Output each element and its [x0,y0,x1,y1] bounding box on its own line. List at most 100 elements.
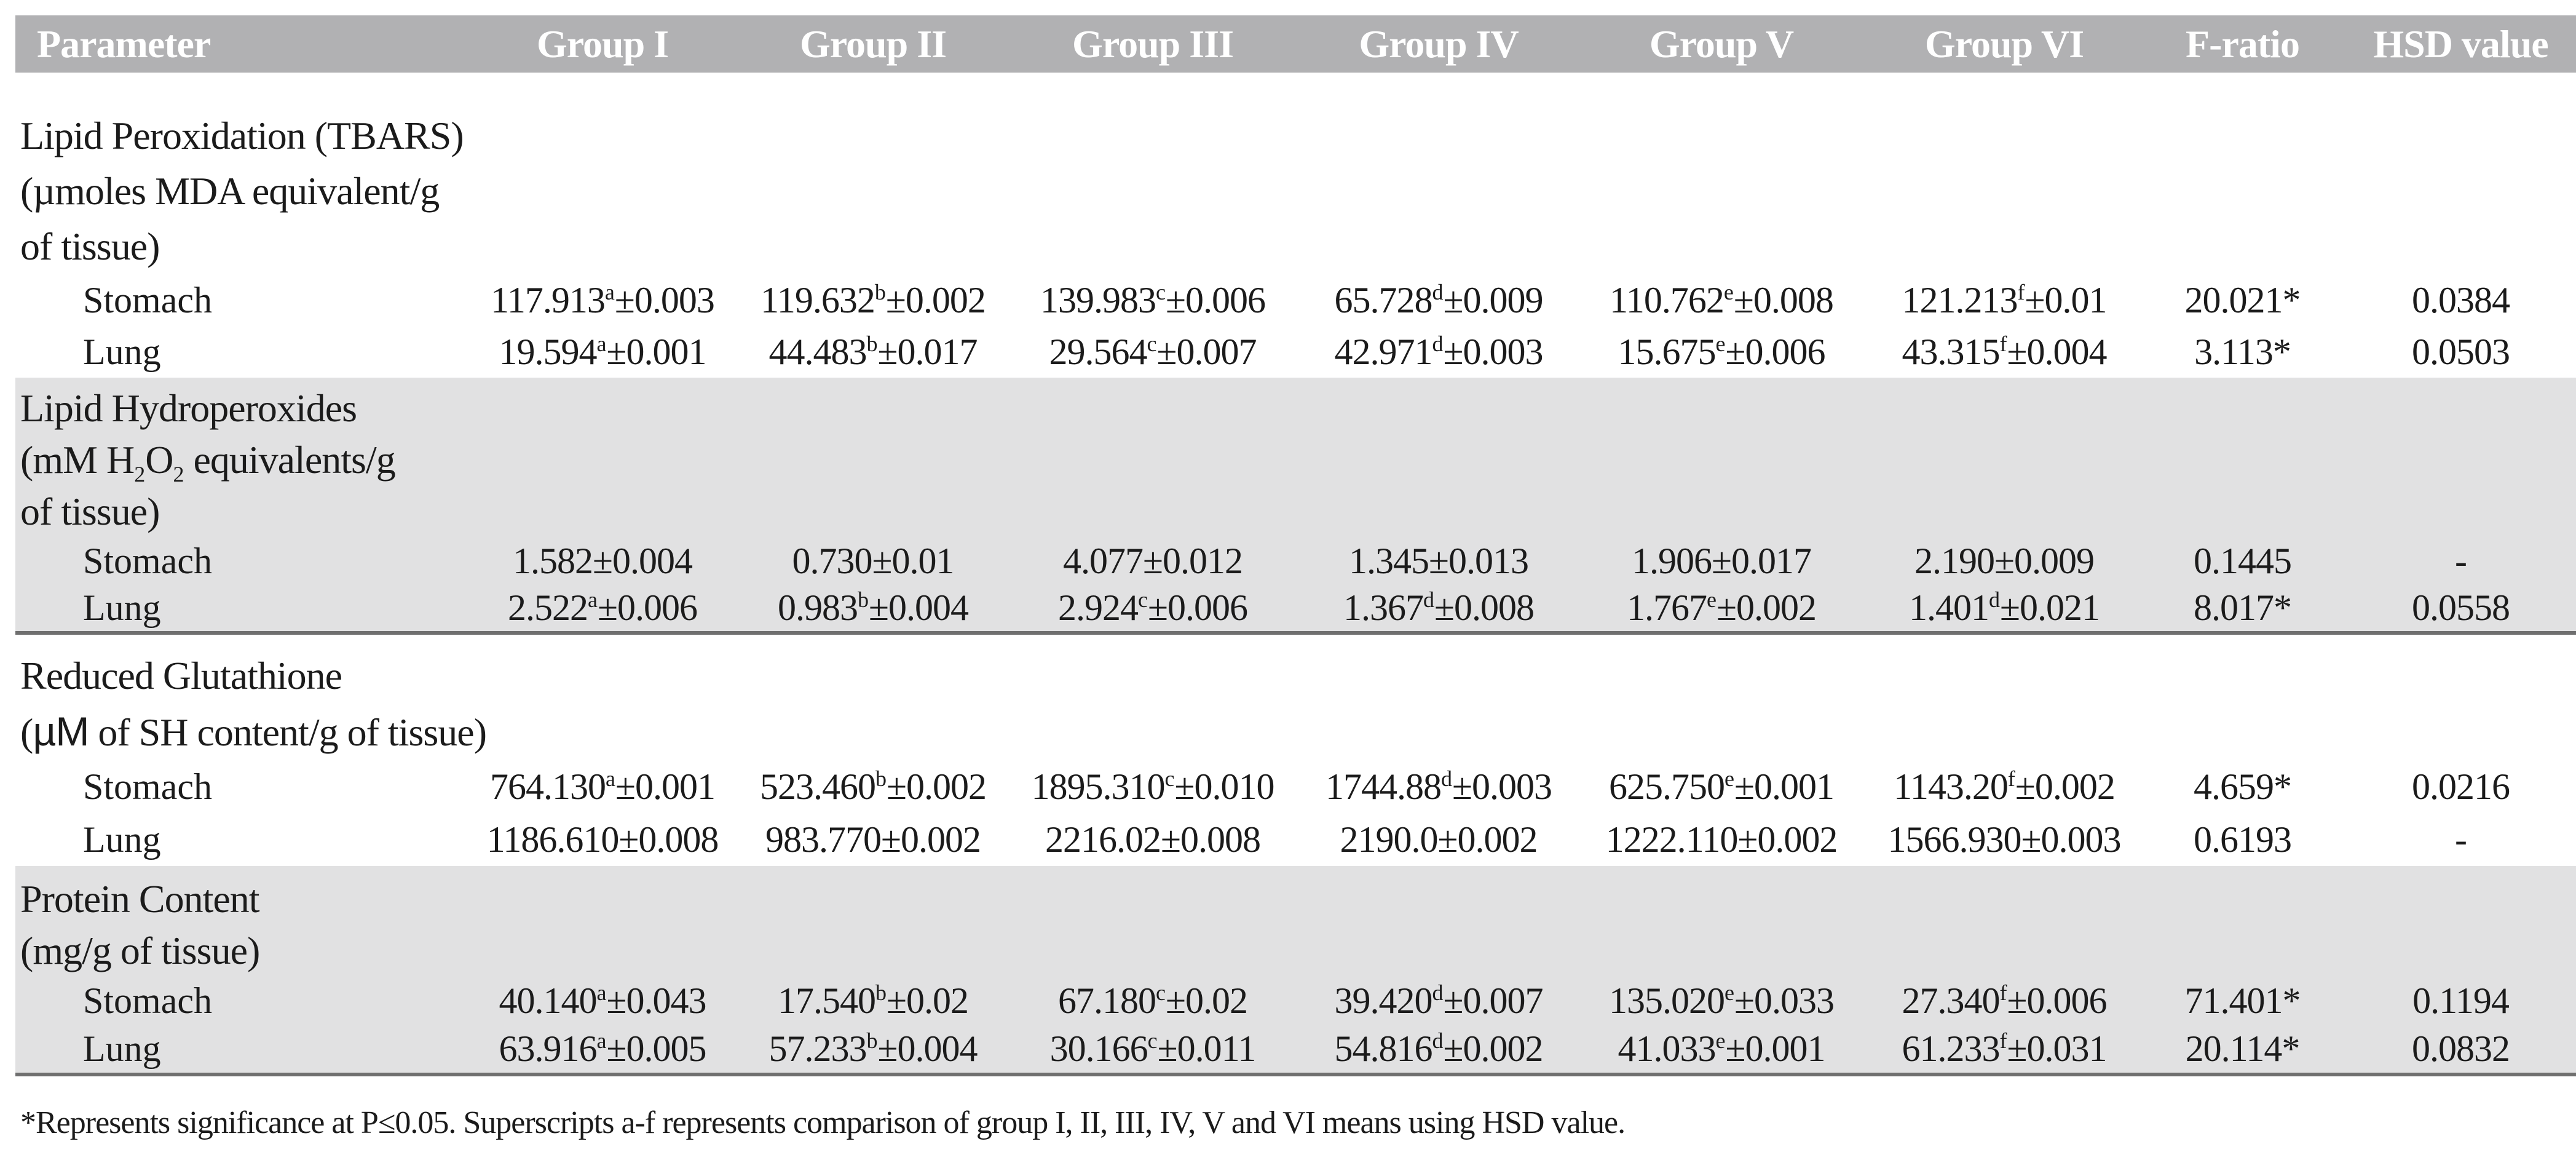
column-header-f-ratio: F-ratio [2146,15,2339,73]
superscript-marker: a [596,980,607,1005]
superscript-marker: b [875,766,887,791]
cell-f-ratio: 20.021* [2146,274,2339,326]
value-number: 42.971 [1334,331,1433,372]
row-label: Stomach [83,766,212,807]
value-number: 67.180 [1058,980,1156,1021]
value-error: ±0.009 [1994,540,2095,581]
superscript-marker: f [2017,279,2025,304]
section-title-line: Reduced Glutathione [15,633,2576,704]
value-number: 30.166 [1049,1028,1148,1069]
cell-group-ii: 57.233b±0.004 [738,1025,1008,1076]
section-3-title-row: Reduced Glutathione [15,633,2576,704]
cell-group-vi: 1143.20f±0.002 [1863,760,2146,813]
cell-hsd-value: 0.0384 [2339,274,2576,326]
superscript-marker: d [1432,1028,1444,1053]
superscript-marker: b [866,1028,878,1053]
cell-hsd-value: - [2339,538,2576,584]
value-error: ±0.021 [2000,587,2100,628]
title-text-sans: µM [33,709,89,754]
value-number: - [2455,819,2467,860]
cell-group-iv: 39.420d±0.007 [1297,977,1580,1025]
row-label: Lung [15,1025,467,1076]
value-number: 139.983 [1040,279,1156,320]
data-row-stomach: Stomach 764.130a±0.001 523.460b±0.002 1895.… [15,760,2576,813]
value-number: 54.816 [1334,1028,1433,1069]
cell-group-vi: 43.315f±0.004 [1863,326,2146,378]
table-body: Lipid Peroxidation (TBARS) (µmoles MDA eq… [15,73,2576,1076]
section-2-title-row: Lipid Hydroperoxides [15,378,2576,434]
cell-group-v: 110.762e±0.008 [1580,274,1863,326]
cell-group-iv: 2190.0±0.002 [1297,813,1580,866]
title-text: Lipid Peroxidation (TBARS) [20,114,464,157]
superscript-marker: a [596,1028,607,1053]
value-error: ±0.002 [881,819,981,860]
superscript-marker: b [858,587,869,612]
title-text: Protein Content [20,877,260,921]
superscript-marker: f [1999,331,2007,356]
superscript-marker: c [1147,331,1157,356]
cell-group-ii: 523.460b±0.002 [738,760,1008,813]
value-error: ±0.007 [1156,331,1257,372]
superscript-marker: d [1423,587,1435,612]
value-error: ±0.043 [606,980,707,1021]
row-label: Lung [83,331,161,372]
value-error: ±0.01 [2025,279,2108,320]
data-row-lung: Lung 2.522a±0.006 0.983b±0.004 2.924c±0.006… [15,584,2576,635]
value-number: 121.213 [1902,279,2018,320]
value-error: ±0.011 [1157,1028,1257,1069]
cell-f-ratio: 71.401* [2146,977,2339,1025]
section-title-line: Lipid Hydroperoxides [15,378,2576,434]
value-number: 1.345 [1349,540,1429,581]
value-number: 57.233 [768,1028,867,1069]
value-number: 29.564 [1049,331,1148,372]
value-number: 1.367 [1343,587,1424,628]
value-error: ±0.009 [1443,279,1544,320]
value-error: ±0.004 [2007,331,2108,372]
section-3-title-row: (µM of SH content/g of tissue) [15,704,2576,760]
value-number: 0.0384 [2412,279,2510,320]
column-header-group-iii: Group III [1008,15,1297,73]
row-label: Stomach [83,279,212,320]
section-2-title-row: of tissue) [15,486,2576,538]
title-text: Lipid Hydroperoxides [20,386,357,430]
cell-hsd-value: 0.0832 [2339,1025,2576,1076]
value-error: ±0.003 [1452,766,1552,807]
data-row-lung: Lung 19.594a±0.001 44.483b±0.017 29.564c±0.… [15,326,2576,378]
value-error: ±0.003 [2021,819,2122,860]
value-number: 43.315 [1902,331,2001,372]
cell-group-iii: 2216.02±0.008 [1008,813,1297,866]
cell-group-i: 764.130a±0.001 [467,760,738,813]
superscript-marker: f [1999,980,2007,1005]
column-header-hsd-value: HSD value [2339,15,2576,73]
cell-group-v: 1.906±0.017 [1580,538,1863,584]
results-table: Parameter Group I Group II Group III Group I… [15,15,2576,1076]
data-row-lung: Lung 63.916a±0.005 57.233b±0.004 30.166c±0.… [15,1025,2576,1076]
value-number: 1143.20 [1894,766,2009,807]
superscript-marker: c [1147,1028,1158,1053]
superscript-marker: d [1989,587,2001,612]
column-header-group-ii: Group II [738,15,1008,73]
value-number: 0.1194 [2412,980,2510,1021]
section-title-line: of tissue) [15,486,2576,538]
cell-group-i: 63.916a±0.005 [467,1025,738,1076]
cell-group-vi: 121.213f±0.01 [1863,274,2146,326]
cell-group-v: 41.033e±0.001 [1580,1025,1863,1076]
value-number: 1566.930 [1887,819,2022,860]
value-number: 4.077 [1063,540,1144,581]
section-4-title-row: (mg/g of tissue) [15,925,2576,977]
value-number: 2190.0 [1340,819,1439,860]
value-error: ±0.008 [1733,279,1834,320]
section-title-line: (µM of SH content/g of tissue) [15,704,2576,760]
value-number: 15.675 [1618,331,1717,372]
cell-group-ii: 17.540b±0.02 [738,977,1008,1025]
superscript-marker: f [1999,1028,2007,1053]
value-error: ±0.003 [1443,331,1544,372]
value-error: ±0.002 [1737,819,1838,860]
value-number: 2.522 [508,587,588,628]
value-number: 8.017* [2194,587,2292,628]
cell-group-iii: 1895.310c±0.010 [1008,760,1297,813]
cell-group-vi: 27.340f±0.006 [1863,977,2146,1025]
superscript-marker: a [588,587,598,612]
value-number: 1186.610 [486,819,620,860]
cell-group-iii: 67.180c±0.02 [1008,977,1297,1025]
